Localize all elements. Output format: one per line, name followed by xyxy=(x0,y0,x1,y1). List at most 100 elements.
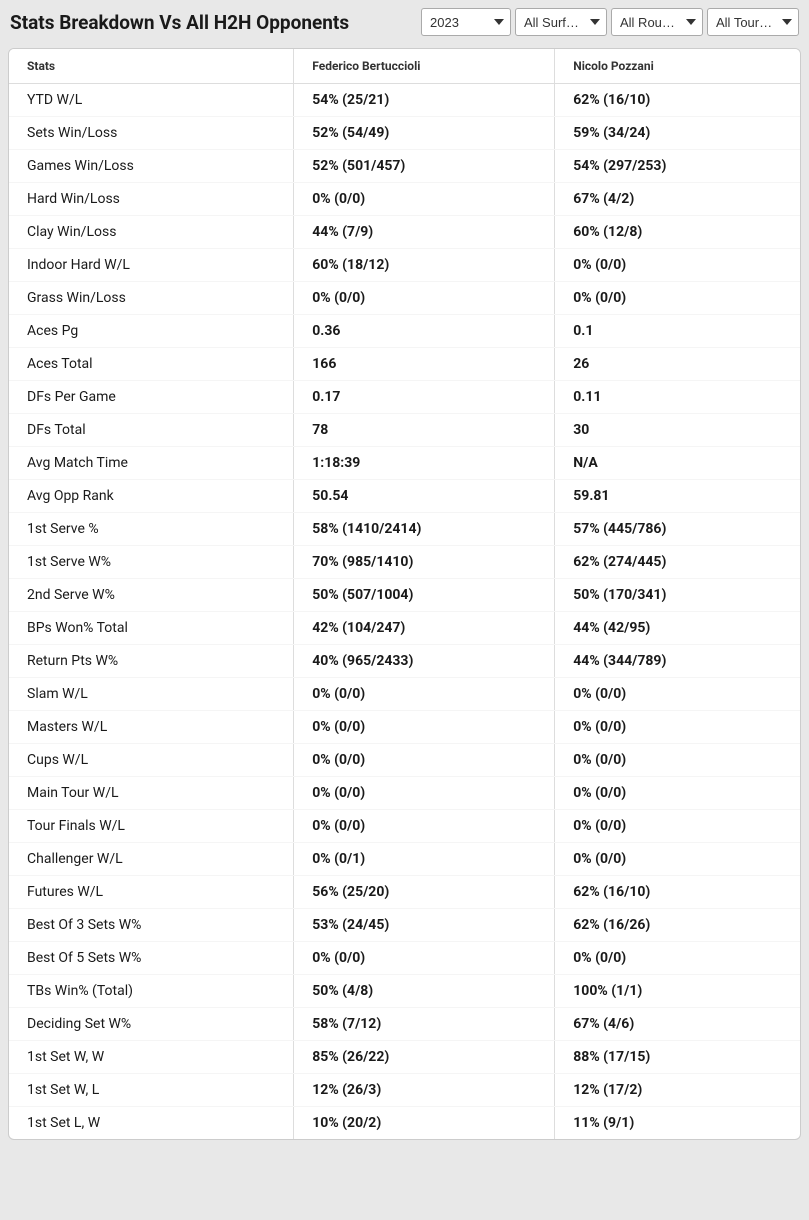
player1-value: 0% (0/0) xyxy=(294,744,555,777)
player1-value: 0% (0/1) xyxy=(294,843,555,876)
stat-label: Tour Finals W/L xyxy=(9,810,294,843)
table-row: Hard Win/Loss0% (0/0)67% (4/2) xyxy=(9,183,800,216)
player2-value: 59% (34/24) xyxy=(555,117,800,150)
player1-value: 0.36 xyxy=(294,315,555,348)
table-row: Main Tour W/L0% (0/0)0% (0/0) xyxy=(9,777,800,810)
table-header-row: Stats Federico Bertuccioli Nicolo Pozzan… xyxy=(9,49,800,84)
player1-value: 53% (24/45) xyxy=(294,909,555,942)
player1-value: 12% (26/3) xyxy=(294,1074,555,1107)
stat-label: DFs Total xyxy=(9,414,294,447)
player1-value: 54% (25/21) xyxy=(294,84,555,117)
player2-value: 62% (16/10) xyxy=(555,84,800,117)
surface-select[interactable]: All Surf… xyxy=(515,8,607,36)
stat-label: Clay Win/Loss xyxy=(9,216,294,249)
player2-value: 60% (12/8) xyxy=(555,216,800,249)
table-row: Challenger W/L0% (0/1)0% (0/0) xyxy=(9,843,800,876)
player1-value: 0% (0/0) xyxy=(294,942,555,975)
player1-value: 58% (7/12) xyxy=(294,1008,555,1041)
player2-value: 0.1 xyxy=(555,315,800,348)
table-row: Aces Pg0.360.1 xyxy=(9,315,800,348)
stat-label: 1st Set W, L xyxy=(9,1074,294,1107)
stat-label: YTD W/L xyxy=(9,84,294,117)
stat-label: Best Of 3 Sets W% xyxy=(9,909,294,942)
table-row: DFs Total7830 xyxy=(9,414,800,447)
stat-label: Avg Match Time xyxy=(9,447,294,480)
player1-value: 166 xyxy=(294,348,555,381)
table-row: 1st Set W, L12% (26/3)12% (17/2) xyxy=(9,1074,800,1107)
stat-label: Hard Win/Loss xyxy=(9,183,294,216)
round-select[interactable]: All Rou… xyxy=(611,8,703,36)
table-row: 1st Set W, W85% (26/22)88% (17/15) xyxy=(9,1041,800,1074)
player2-value: 0% (0/0) xyxy=(555,942,800,975)
player1-value: 0% (0/0) xyxy=(294,711,555,744)
page-title: Stats Breakdown Vs All H2H Opponents xyxy=(10,11,349,34)
table-row: 1st Serve %58% (1410/2414)57% (445/786) xyxy=(9,513,800,546)
player2-value: 0% (0/0) xyxy=(555,810,800,843)
stat-label: Deciding Set W% xyxy=(9,1008,294,1041)
player2-value: 44% (344/789) xyxy=(555,645,800,678)
player2-value: 12% (17/2) xyxy=(555,1074,800,1107)
stat-label: Main Tour W/L xyxy=(9,777,294,810)
stat-label: Grass Win/Loss xyxy=(9,282,294,315)
stat-label: Aces Pg xyxy=(9,315,294,348)
table-row: Avg Opp Rank50.5459.81 xyxy=(9,480,800,513)
player2-value: 44% (42/95) xyxy=(555,612,800,645)
col-header-stats: Stats xyxy=(9,49,294,84)
table-row: Avg Match Time1:18:39N/A xyxy=(9,447,800,480)
stat-label: 1st Serve W% xyxy=(9,546,294,579)
player1-value: 52% (501/457) xyxy=(294,150,555,183)
filter-group: 2023 All Surf… All Rou… All Tour… xyxy=(421,8,799,36)
player2-value: 100% (1/1) xyxy=(555,975,800,1008)
table-row: Clay Win/Loss44% (7/9)60% (12/8) xyxy=(9,216,800,249)
player2-value: 0% (0/0) xyxy=(555,843,800,876)
player1-value: 40% (965/2433) xyxy=(294,645,555,678)
stat-label: Avg Opp Rank xyxy=(9,480,294,513)
player2-value: 0.11 xyxy=(555,381,800,414)
player1-value: 78 xyxy=(294,414,555,447)
table-row: Cups W/L0% (0/0)0% (0/0) xyxy=(9,744,800,777)
player2-value: 0% (0/0) xyxy=(555,282,800,315)
table-row: Tour Finals W/L0% (0/0)0% (0/0) xyxy=(9,810,800,843)
header-bar: Stats Breakdown Vs All H2H Opponents 202… xyxy=(0,0,809,44)
stat-label: Indoor Hard W/L xyxy=(9,249,294,282)
player2-value: 30 xyxy=(555,414,800,447)
stat-label: Slam W/L xyxy=(9,678,294,711)
player2-value: 62% (16/10) xyxy=(555,876,800,909)
stat-label: Challenger W/L xyxy=(9,843,294,876)
player2-value: 54% (297/253) xyxy=(555,150,800,183)
player2-value: N/A xyxy=(555,447,800,480)
year-select[interactable]: 2023 xyxy=(421,8,511,36)
table-row: Return Pts W%40% (965/2433)44% (344/789) xyxy=(9,645,800,678)
table-row: BPs Won% Total42% (104/247)44% (42/95) xyxy=(9,612,800,645)
tour-select[interactable]: All Tour… xyxy=(707,8,799,36)
stats-table: Stats Federico Bertuccioli Nicolo Pozzan… xyxy=(9,49,800,1139)
stat-label: Return Pts W% xyxy=(9,645,294,678)
player2-value: 0% (0/0) xyxy=(555,249,800,282)
stat-label: 1st Set W, W xyxy=(9,1041,294,1074)
table-row: Deciding Set W%58% (7/12)67% (4/6) xyxy=(9,1008,800,1041)
col-header-player2: Nicolo Pozzani xyxy=(555,49,800,84)
stat-label: Masters W/L xyxy=(9,711,294,744)
col-header-player1: Federico Bertuccioli xyxy=(294,49,555,84)
player1-value: 58% (1410/2414) xyxy=(294,513,555,546)
player1-value: 0% (0/0) xyxy=(294,282,555,315)
player2-value: 0% (0/0) xyxy=(555,777,800,810)
stat-label: Sets Win/Loss xyxy=(9,117,294,150)
table-row: YTD W/L54% (25/21)62% (16/10) xyxy=(9,84,800,117)
player2-value: 26 xyxy=(555,348,800,381)
table-row: Masters W/L0% (0/0)0% (0/0) xyxy=(9,711,800,744)
stat-label: TBs Win% (Total) xyxy=(9,975,294,1008)
player2-value: 67% (4/6) xyxy=(555,1008,800,1041)
table-row: TBs Win% (Total)50% (4/8)100% (1/1) xyxy=(9,975,800,1008)
player1-value: 85% (26/22) xyxy=(294,1041,555,1074)
player2-value: 62% (16/26) xyxy=(555,909,800,942)
table-row: Grass Win/Loss0% (0/0)0% (0/0) xyxy=(9,282,800,315)
player2-value: 88% (17/15) xyxy=(555,1041,800,1074)
table-row: Futures W/L56% (25/20)62% (16/10) xyxy=(9,876,800,909)
table-row: 1st Serve W%70% (985/1410)62% (274/445) xyxy=(9,546,800,579)
player1-value: 60% (18/12) xyxy=(294,249,555,282)
stat-label: DFs Per Game xyxy=(9,381,294,414)
stat-label: 2nd Serve W% xyxy=(9,579,294,612)
player2-value: 0% (0/0) xyxy=(555,678,800,711)
stat-label: Games Win/Loss xyxy=(9,150,294,183)
